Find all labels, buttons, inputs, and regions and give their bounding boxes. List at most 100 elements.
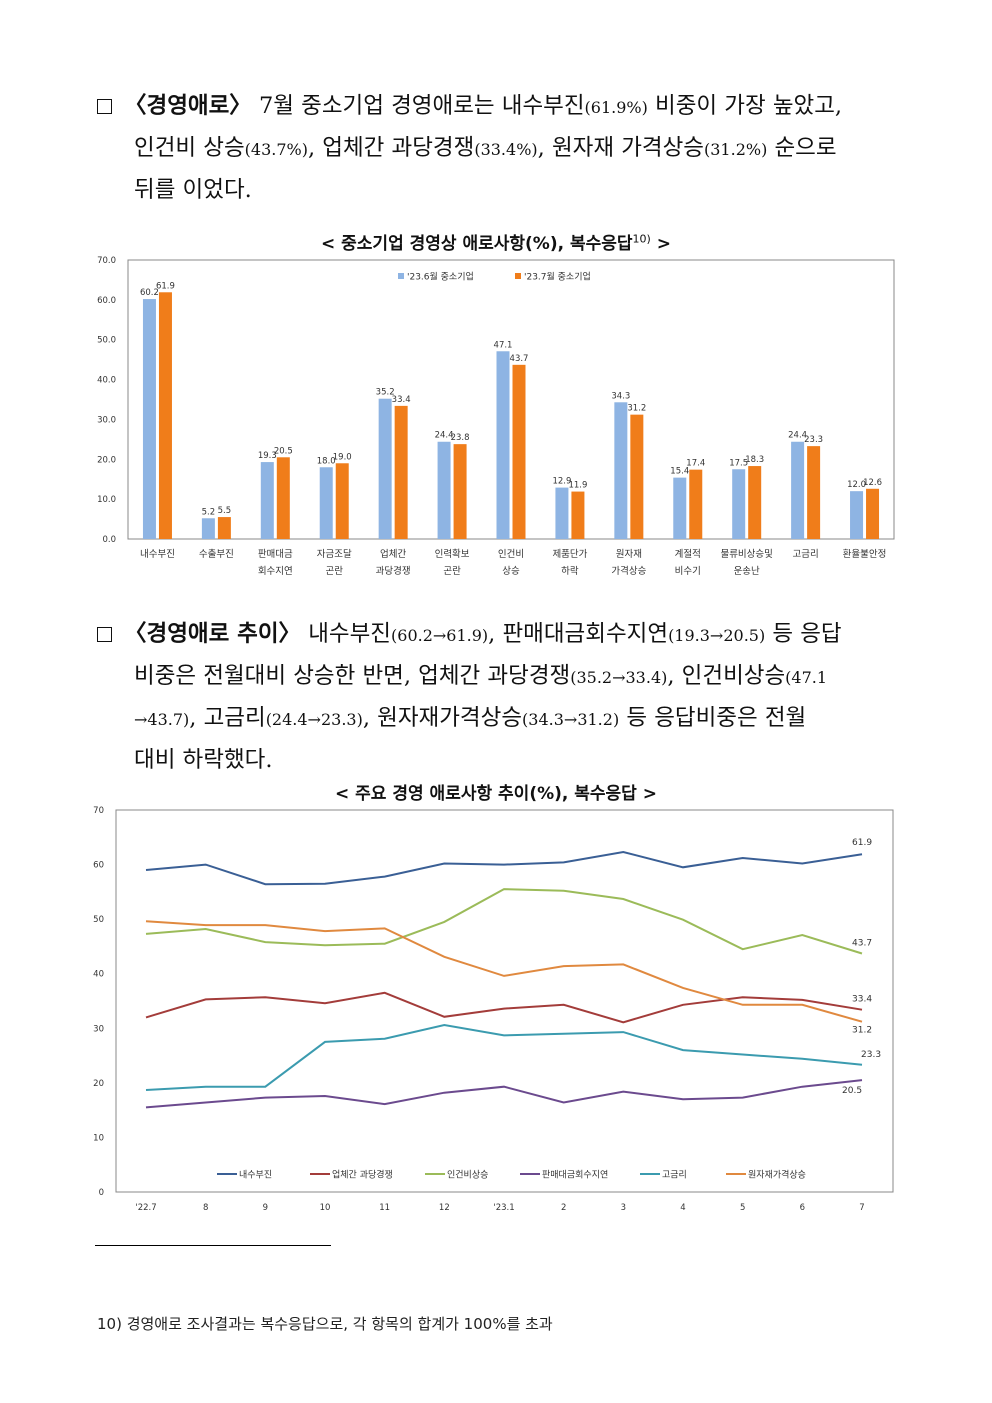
plot-area [127,259,895,540]
y-tick-label: 10.0 [97,495,116,505]
chart-title-text: < 중소기업 경영상 애로사항(%), 복수응답 [320,234,633,254]
x-category-label: 업체간 [380,548,406,560]
x-tick-label: 11 [379,1203,390,1213]
paragraph-line: 대비 하락했다. [97,740,897,780]
x-category-label: 운송난 [734,566,760,577]
paragraph-line: →43.7), 고금리(24.4→23.3), 원자재가격상승(34.3→31.… [97,698,897,740]
legend-label: 고금리 [662,1170,687,1181]
bar-value-label: 5.5 [218,506,232,516]
plot-area [115,809,894,1193]
bar [630,414,644,539]
text-run: 인건비 상승 [134,135,245,161]
legend-label: 판매대금회수지연 [542,1170,608,1181]
text-run: 7월 중소기업 경영애로는 내수부진 [258,93,585,119]
x-tick-label: 3 [621,1203,626,1213]
line-chart-title: < 주요 경영 애로사항 추이(%), 복수응답 > [0,779,992,804]
text-run: →43.7) [134,710,190,729]
text-run: 등 응답비중은 전월 [619,705,807,731]
square-bullet-icon [97,99,112,114]
bar [673,477,687,539]
bar-value-label: 47.1 [494,340,513,350]
y-tick-label: 20.0 [97,455,116,465]
bar-value-label: 23.3 [804,435,823,445]
y-tick-label: 20 [93,1079,104,1089]
bar [142,299,156,539]
paragraph-line: 인건비 상승(43.7%), 업체간 과당경쟁(33.4%), 원자재 가격상승… [97,128,897,170]
bar [614,402,628,539]
x-category-label: 회수지연 [258,566,293,577]
x-category-label: 판매대금 [258,549,293,560]
y-tick-label: 40 [93,970,104,980]
end-value-label: 20.5 [842,1086,862,1096]
bar [866,488,880,539]
bar [437,441,451,539]
text-run: (24.4→23.3) [265,710,363,729]
legend-label: '23.6월 중소기업 [407,271,474,283]
bar [850,491,864,539]
square-bullet-icon [97,627,112,642]
text-run: (19.3→20.5) [668,626,766,645]
line-chart: 0 10 20 30 40 50 60 70 '22.7 8 9 10 11 12 '23.1 2 3 4 5 6 7 6… [93,806,894,1213]
bar [217,517,231,539]
series-line [145,1079,863,1109]
paragraph-difficulty-trend: 〈경영애로 추이〉 내수부진(60.2→61.9), 판매대금회수지연(19.3… [97,614,897,780]
x-category-label: 계절적 [675,548,701,560]
text-run: (33.4%) [474,140,538,159]
bar-chart: 0.0 10.0 20.0 30.0 40.0 50.0 60.0 70.0 60.261.9 내… [97,256,895,577]
series-line [145,920,863,1023]
x-category-label: 수출부진 [199,549,234,560]
text-run: 등 응답 [765,621,842,647]
bar [201,518,215,539]
x-category-label: 곤란 [443,565,461,577]
section-heading: 〈경영애로 추이〉 [124,621,302,647]
text-run: 대비 하락했다. [134,747,273,773]
y-tick-label: 10 [93,1133,104,1143]
text-run: (61.9%) [584,98,648,117]
y-tick-label: 30.0 [97,415,116,425]
bar [791,441,805,539]
text-run: 비중은 전월대비 상승한 반면, 업체간 과당경쟁 [134,663,571,689]
x-category-label: 인건비 [498,549,524,560]
bar-value-label: 19.0 [333,452,352,462]
bar [807,446,821,539]
text-run: (31.2%) [704,140,768,159]
bar-value-label: 33.4 [392,395,411,405]
legend-label: 내수부진 [239,1170,272,1181]
bar-value-label: 24.4 [435,431,454,441]
y-tick-label: 30 [93,1024,104,1034]
y-tick-label: 60.0 [97,296,116,306]
series-line [145,850,863,886]
bar [512,364,526,539]
bar-value-label: 60.2 [140,288,159,298]
y-tick-label: 0 [99,1188,104,1198]
legend-swatch [515,273,521,279]
paragraph-line: 비중은 전월대비 상승한 반면, 업체간 과당경쟁(35.2→33.4), 인건… [97,656,897,698]
series-line [145,1023,863,1091]
text-run: 비중이 가장 높았고, [647,93,843,119]
x-category-label: 가격상승 [611,565,646,577]
y-tick-label: 60 [93,861,104,871]
paragraph-line: 〈경영애로〉 7월 중소기업 경영애로는 내수부진(61.9%) 비중이 가장 … [97,86,897,128]
bar-value-label: 61.9 [156,281,175,291]
bar [276,457,290,539]
text-run: , 원자재가격상승 [362,705,523,731]
x-category-label: 자금조달 [317,548,352,560]
series-line [145,991,863,1024]
bar-value-label: 24.4 [788,431,807,441]
bar-value-label: 15.4 [670,467,689,477]
legend-label: '23.7월 중소기업 [524,271,591,283]
end-value-label: 33.4 [852,995,872,1005]
section-heading: 〈경영애로〉 [124,93,252,119]
bar-value-label: 12.0 [847,480,866,490]
y-tick-label: 0.0 [102,535,116,545]
text-run: , 판매대금회수지연 [488,621,669,647]
bar-value-label: 17.4 [686,459,705,469]
bar [158,292,172,539]
bar-value-label: 34.3 [611,391,630,401]
x-category-label: 하락 [561,565,579,577]
paragraph-line: 뒤를 이었다. [97,170,897,210]
x-category-label: 곤란 [325,565,343,577]
x-category-label: 내수부진 [140,549,175,560]
x-tick-label: '22.7 [135,1203,156,1213]
bar [748,466,762,539]
